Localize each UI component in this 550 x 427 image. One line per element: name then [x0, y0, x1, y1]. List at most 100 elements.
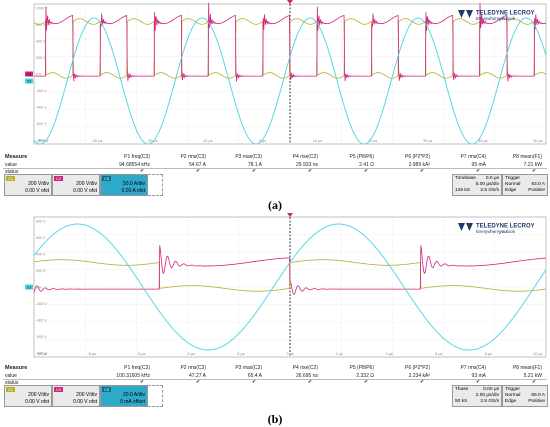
- channel-box-c2[interactable]: C2 200 V/div 0.00 V ofst: [52, 174, 100, 196]
- trace-c2: [34, 2, 547, 82]
- measure-col-header[interactable]: P2 rms(C3): [180, 154, 206, 160]
- channel-offset: 0 mA offset: [120, 399, 145, 405]
- measure-col-value: 100.31605 kHz: [116, 373, 150, 379]
- channel-tag: C2: [54, 387, 64, 392]
- trigger-label: Trigger: [505, 387, 521, 392]
- measure-col-value: 2.332 Ω: [356, 373, 374, 379]
- logo-mark-icon: [458, 10, 465, 18]
- time-tick-label: -2 µs: [236, 352, 245, 356]
- voltage-tick-label: 1000 V: [36, 7, 48, 11]
- scope-display-a: -40 µs -30 µs -20 µs -10 µs 0 µs 10 µs 20 µs 30…: [25, 0, 547, 145]
- time-tick-label: 40 µs: [478, 139, 487, 143]
- trigger-slope: Positive: [528, 188, 545, 193]
- measure-col-value: 94.68554 kHz: [119, 162, 150, 168]
- measure-col-value: 2.989 kA²: [408, 162, 430, 168]
- status-check-icon: ✔: [476, 168, 481, 174]
- measure-col-value: 2.41 Ω: [359, 162, 374, 168]
- empty-channel-slot: [148, 174, 163, 196]
- measure-col-header[interactable]: P7 rms(C4): [460, 154, 486, 160]
- channel-box-c3[interactable]: C3 50.0 A/div 0.00 A ofst: [100, 174, 148, 196]
- trigger-type: Edge: [505, 399, 517, 404]
- time-tick-label: 50 µs: [533, 139, 542, 143]
- channel-box-c3[interactable]: C3 20.0 A/div 0 mA offset: [100, 385, 148, 407]
- measure-col-header[interactable]: P4 rise(C2): [292, 154, 318, 160]
- channel-tag: C1: [6, 176, 16, 181]
- status-check-icon: ✔: [140, 379, 145, 385]
- channel-box-c1[interactable]: C1 200 V/div 0.00 V ofst: [4, 385, 52, 407]
- time-tick-label: 20 µs: [368, 139, 377, 143]
- channel-offset: 0.00 V ofst: [25, 399, 49, 405]
- status-check-icon: ✔: [532, 168, 537, 174]
- time-tick-label: 10 µs: [533, 352, 542, 356]
- channel-marker-c3: [25, 78, 33, 84]
- logo-tagline-part: look: [507, 16, 516, 21]
- measure-col-header[interactable]: P6 (P2*P2): [404, 154, 430, 160]
- timebase-box[interactable]: Timebase 0.0 µs 5.00 µs/div 125 kS 2.5 G…: [452, 174, 502, 196]
- time-tick-label: 0 µs: [286, 352, 293, 356]
- measure-col-header[interactable]: P3 max(C3): [235, 154, 262, 160]
- time-tick-label: -6 µs: [137, 352, 146, 356]
- logo-mark-icon: [466, 10, 473, 18]
- measure-col-header[interactable]: P6 (P2*P2): [404, 365, 430, 371]
- time-tick-label: 2 µs: [336, 352, 343, 356]
- channel-offset: 0.00 V ofst: [73, 399, 97, 405]
- measure-col-value: 7.21 kW: [523, 162, 542, 168]
- status-check-icon: ✔: [476, 379, 481, 385]
- channel-scale: 200 V/div: [76, 392, 97, 398]
- measure-col-header[interactable]: P3 max(C3): [235, 365, 262, 371]
- time-tick-label: -40 µs: [37, 139, 48, 143]
- time-tick-label: -30 µs: [92, 139, 103, 143]
- timebase-box[interactable]: Tbase 0.00 µs 2.00 µs/div 50 kS 2.5 GS/s: [452, 385, 502, 407]
- channel-box-c2[interactable]: C2 200 V/div 0.00 V ofst: [52, 385, 100, 407]
- logo-tagline-part: you: [498, 229, 507, 234]
- measure-col-value: 93 mA: [471, 373, 486, 379]
- measure-col-header[interactable]: P1 freq(C3): [124, 154, 150, 160]
- measure-col-header[interactable]: P5 (P8/P6): [349, 365, 374, 371]
- trigger-box[interactable]: Trigger Normal 83.0 A Edge Positive: [502, 174, 548, 196]
- status-check-icon: ✔: [308, 168, 313, 174]
- channel-marker-label: C3: [27, 285, 32, 289]
- voltage-tick-label: -400 V: [36, 106, 47, 110]
- logo-tagline-part: look: [507, 229, 516, 234]
- voltage-tick-label: -200 V: [36, 89, 47, 93]
- voltage-tick-label: -1000 V: [36, 139, 49, 143]
- timebase-samples: 125 kS: [455, 188, 470, 193]
- measure-col-header[interactable]: P8 mean(F1): [512, 154, 542, 160]
- status-check-icon: ✔: [364, 379, 369, 385]
- timebase-per-div: 2.00 µs/div: [475, 393, 499, 398]
- logo-brand: TELEDYNE LECROY: [476, 11, 535, 17]
- measure-status-row-label: status: [5, 169, 19, 175]
- time-tick-label: 0 µs: [259, 139, 266, 143]
- time-tick-label: 6 µs: [435, 352, 442, 356]
- time-tick-label: -4 µs: [187, 352, 196, 356]
- trace-c1: [33, 18, 547, 79]
- timebase-label: Timebase: [455, 176, 476, 181]
- measure-col-header[interactable]: P5 (P8/P6): [349, 154, 374, 160]
- trigger-box[interactable]: Trigger Normal 69.0 A Edge Positive: [502, 385, 548, 407]
- measure-col-value: 26.695 ns: [296, 373, 318, 379]
- logo-mark-icon: [466, 223, 473, 231]
- channel-scale: 50.0 A/div: [123, 181, 145, 187]
- trigger-level: 83.0 A: [531, 182, 545, 187]
- channel-tag: C3: [102, 387, 112, 392]
- measure-col-header[interactable]: P8 mean(F1): [512, 365, 542, 371]
- measure-status-row-label: status: [5, 380, 19, 386]
- voltage-tick-label: -200 V: [36, 302, 47, 306]
- voltage-tick-label: 600 V: [36, 236, 46, 240]
- voltage-tick-label: -600 V: [36, 335, 47, 339]
- measure-col-header[interactable]: P1 freq(C3): [124, 365, 150, 371]
- status-check-icon: ✔: [196, 379, 201, 385]
- channel-box-c1[interactable]: C1 200 V/div 0.00 V ofst: [4, 174, 52, 196]
- trigger-position-icon: [287, 0, 293, 4]
- measure-col-header[interactable]: P2 rms(C3): [180, 365, 206, 371]
- measure-col-header[interactable]: P4 rise(C2): [292, 365, 318, 371]
- measure-col-header[interactable]: P7 rms(C4): [460, 365, 486, 371]
- channel-offset: 0.00 A ofst: [121, 188, 145, 194]
- channel-marker-label: C3: [27, 79, 32, 83]
- measure-col-value: 65.4 A: [247, 373, 262, 379]
- time-tick-label: 4 µs: [386, 352, 393, 356]
- trigger-position-icon: [287, 213, 293, 217]
- channel-marker-label: C2: [27, 72, 32, 76]
